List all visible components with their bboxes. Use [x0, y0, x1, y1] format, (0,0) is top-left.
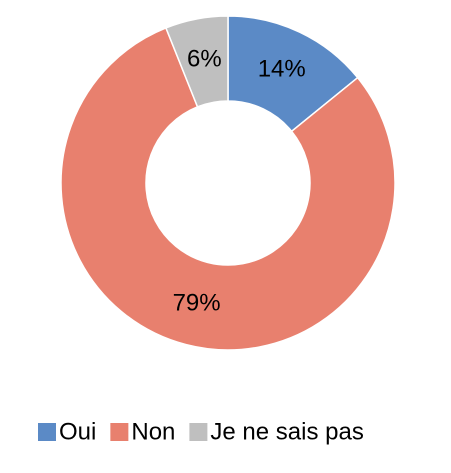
- legend-swatch: [189, 423, 208, 441]
- legend-swatch: [110, 423, 129, 441]
- legend-swatch: [38, 423, 56, 441]
- legend-label: Oui: [59, 418, 96, 445]
- donut-slice: [164, 15, 229, 108]
- legend-label: Non: [131, 418, 175, 445]
- data-label: 14%: [258, 55, 306, 82]
- data-label: 6%: [187, 46, 222, 73]
- legend-label: Je ne sais pas: [210, 418, 363, 445]
- data-label: 79%: [173, 289, 221, 316]
- donut-slice: [60, 26, 396, 351]
